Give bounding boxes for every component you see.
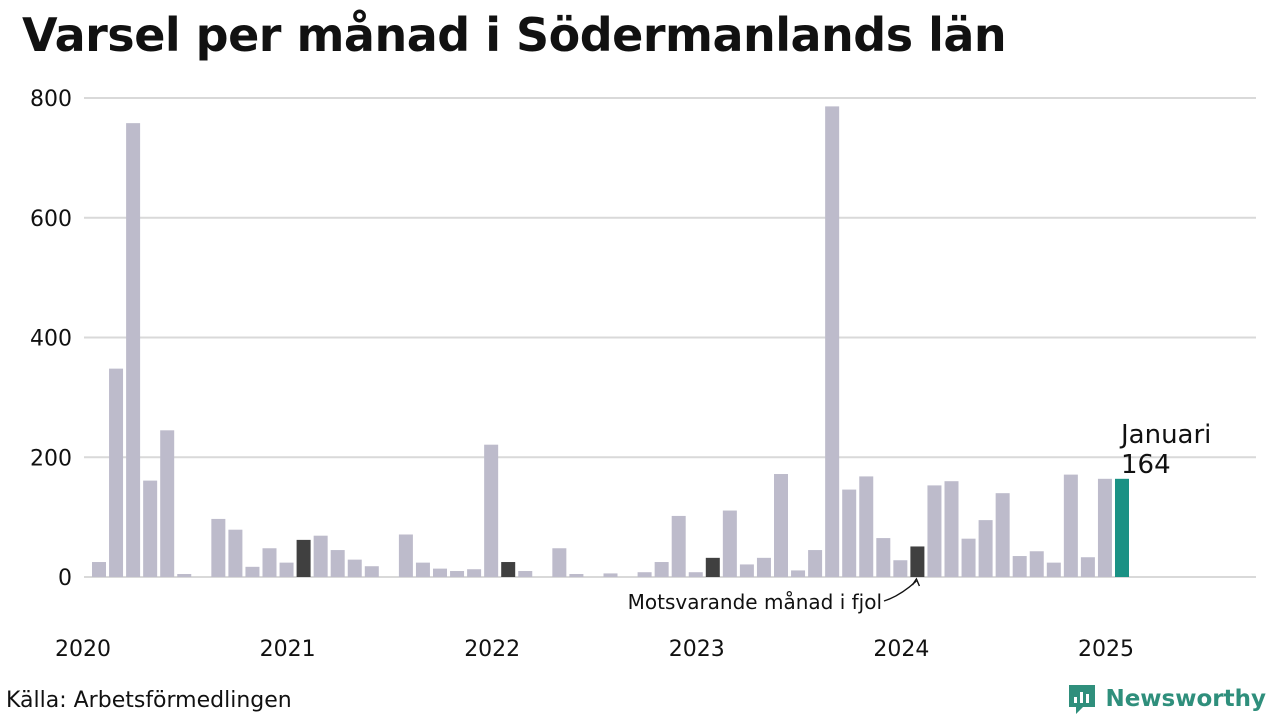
grid-lines	[84, 97, 1256, 578]
bar-2020-12	[279, 562, 294, 577]
bar-2024-06	[995, 493, 1010, 577]
bar-2023-03	[739, 564, 754, 577]
bar-2021-09	[433, 568, 447, 577]
brand-name: Newsworthy	[1105, 686, 1266, 712]
bar-2023-10	[859, 476, 874, 577]
x-tick-label: 2022	[464, 637, 520, 662]
y-tick-label: 600	[30, 207, 72, 232]
bar-2021-10	[450, 571, 465, 577]
bar-2023-07	[808, 550, 823, 577]
bar-2023-02	[722, 510, 737, 577]
bar-2023-11	[876, 538, 891, 577]
previous-year-arrow	[883, 580, 917, 602]
previous-year-arrowhead	[911, 577, 921, 587]
bar-2021-12	[484, 444, 499, 577]
x-tick-label: 2025	[1078, 637, 1134, 662]
bar-2022-05	[569, 574, 584, 577]
y-tick-label: 200	[30, 446, 72, 471]
bar-2020-10	[245, 566, 260, 577]
x-axis-tick-labels: 2020 2021 2022 2023 2024 2025	[55, 637, 1134, 662]
bar-2021-11	[467, 569, 482, 577]
bar-2024-11	[1080, 557, 1095, 577]
bar-2022-10	[654, 562, 669, 577]
bar-2020-06	[177, 574, 192, 577]
bar-2023-08	[825, 106, 840, 577]
y-tick-label: 0	[58, 566, 72, 591]
bar-2022-11	[671, 515, 686, 577]
chart-title: Varsel per månad i Södermanlands län	[22, 8, 1007, 62]
bar-2021-07	[398, 534, 413, 577]
bar-2021-04	[347, 559, 362, 577]
bar-2020-02	[109, 368, 124, 577]
bar-2022-02	[518, 571, 533, 577]
y-tick-label: 400	[30, 327, 72, 352]
bar-2020-05	[160, 430, 175, 577]
bar-2022-07	[603, 573, 618, 577]
x-tick-label: 2023	[669, 637, 725, 662]
bar-2024-03	[944, 481, 959, 577]
bar-2022-01	[501, 562, 516, 577]
bar-2024-05	[978, 520, 993, 577]
bar-2020-09	[228, 529, 243, 577]
y-axis-tick-labels: 0 200 400 600 800	[30, 87, 72, 591]
bar-2020-03	[126, 123, 141, 578]
bar-2020-11	[262, 548, 277, 577]
bar-2023-05	[774, 474, 788, 577]
bar-2024-02	[927, 485, 942, 577]
bar-2022-09	[637, 572, 652, 577]
current-month-label: Januari	[1119, 420, 1211, 450]
bar-2022-12	[688, 572, 703, 577]
bar-2024-12	[1097, 478, 1112, 577]
bar-2021-05	[364, 566, 379, 577]
bar-2020-01	[92, 562, 106, 577]
bar-2022-04	[552, 548, 567, 577]
bar-2023-04	[756, 557, 771, 577]
bar-2024-09	[1046, 562, 1061, 577]
source-label: Källa: Arbetsförmedlingen	[6, 688, 292, 713]
x-tick-label: 2024	[873, 637, 929, 662]
brand-logo: Newsworthy	[1067, 683, 1266, 715]
bar-2023-01	[705, 557, 720, 577]
y-tick-label: 800	[30, 87, 72, 112]
x-tick-label: 2020	[55, 637, 111, 662]
bar-2025-01	[1115, 478, 1129, 577]
current-value-label: 164	[1121, 450, 1171, 480]
bar-2024-08	[1029, 551, 1044, 577]
bar-2020-04	[143, 480, 158, 577]
bar-2021-01	[296, 539, 311, 577]
bar-2023-09	[842, 489, 857, 577]
bar-2020-08	[211, 518, 226, 577]
bars	[92, 106, 1129, 578]
x-tick-label: 2021	[260, 637, 316, 662]
newsworthy-logo-icon	[1069, 685, 1096, 714]
bar-2024-04	[961, 538, 976, 577]
bar-2021-03	[330, 550, 345, 577]
bar-2024-10	[1063, 474, 1078, 577]
bar-2021-08	[415, 562, 430, 577]
bar-2021-02	[313, 535, 328, 577]
previous-year-label: Motsvarande månad i fjol	[628, 590, 882, 614]
bar-2023-12	[893, 560, 908, 577]
bar-2024-01	[910, 546, 925, 577]
bar-2024-07	[1012, 556, 1027, 577]
bar-2023-06	[791, 570, 806, 577]
